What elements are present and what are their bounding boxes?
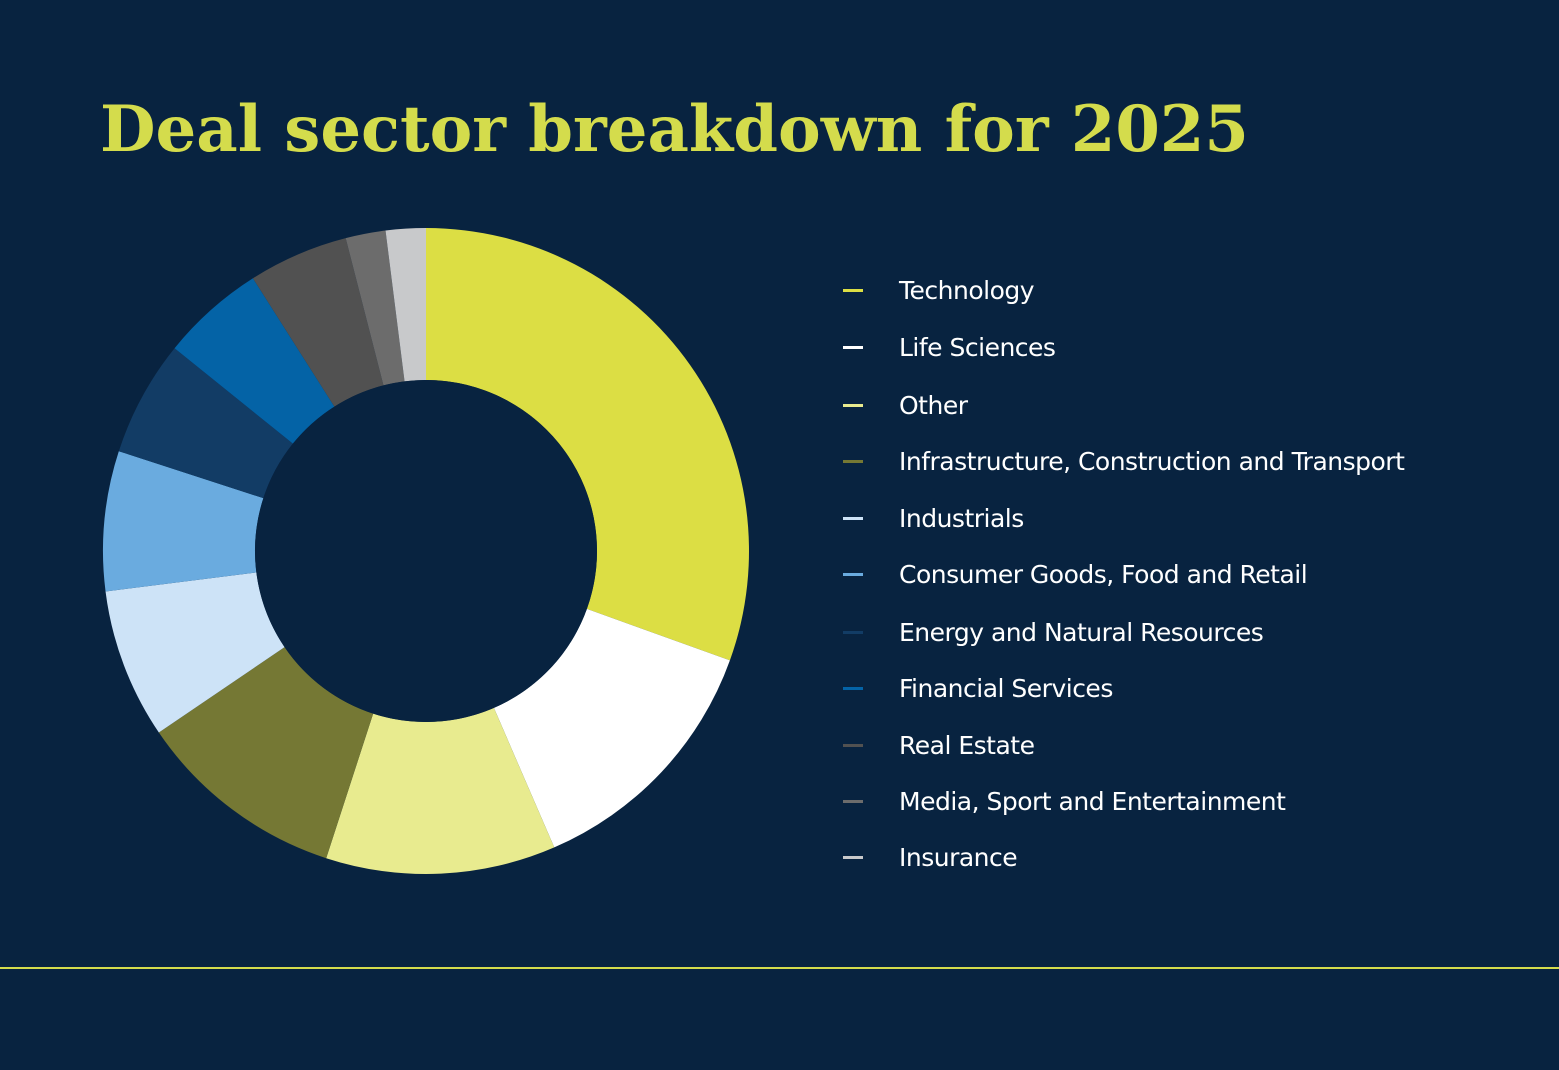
legend-swatch [843,403,863,407]
donut-slice-media-sport-and-entertainment [345,230,405,386]
donut-slice-financial-services [174,278,335,444]
legend-item-technology: Technology [843,273,1035,307]
legend-swatch [843,630,863,634]
donut-slice-insurance [385,228,426,382]
legend-label: Consumer Goods, Food and Retail [899,559,1308,589]
legend-item-infrastructure-construction-and-transport: Infrastructure, Construction and Transpo… [843,444,1405,478]
legend-label: Insurance [899,842,1018,872]
legend-swatch [843,459,863,463]
legend-item-real-estate: Real Estate [843,728,1035,762]
legend-swatch [843,345,863,349]
chart-legend: Technology Life Sciences Other Infrastructu… [843,0,1543,1070]
donut-hole [255,380,597,722]
legend-item-financial-services: Financial Services [843,671,1113,705]
legend-swatch [843,572,863,576]
legend-label: Infrastructure, Construction and Transpo… [899,446,1405,476]
legend-item-media-sport-and-entertainment: Media, Sport and Entertainment [843,784,1286,818]
donut-slice-life-sciences [493,608,730,848]
legend-swatch [843,686,863,690]
legend-label: Life Sciences [899,332,1056,362]
legend-swatch [843,516,863,520]
legend-swatch [843,799,863,803]
legend-label: Other [899,390,968,420]
legend-swatch [843,288,863,292]
legend-item-insurance: Insurance [843,840,1018,874]
legend-label: Media, Sport and Entertainment [899,786,1286,816]
footer-divider [0,967,1559,969]
legend-label: Real Estate [899,730,1035,760]
legend-item-other: Other [843,388,968,422]
legend-swatch [843,855,863,859]
legend-label: Financial Services [899,673,1113,703]
legend-item-energy-and-natural-resources: Energy and Natural Resources [843,615,1264,649]
legend-label: Technology [899,275,1035,305]
donut-slice-technology [426,228,749,661]
donut-slice-energy-and-natural-resources [118,348,293,499]
legend-item-life-sciences: Life Sciences [843,330,1056,364]
donut-slice-real-estate [252,238,384,407]
donut-slice-consumer-goods-food-and-retail [103,451,264,592]
legend-label: Energy and Natural Resources [899,617,1264,647]
donut-chart [103,228,749,874]
legend-item-industrials: Industrials [843,501,1024,535]
legend-item-consumer-goods-food-and-retail: Consumer Goods, Food and Retail [843,557,1308,591]
donut-slice-other [326,707,555,874]
donut-slice-infrastructure-construction-and-transport [158,647,374,859]
legend-label: Industrials [899,503,1024,533]
donut-slice-industrials [105,572,285,733]
legend-swatch [843,743,863,747]
chart-title: Deal sector breakdown for 2025 [100,92,1249,167]
